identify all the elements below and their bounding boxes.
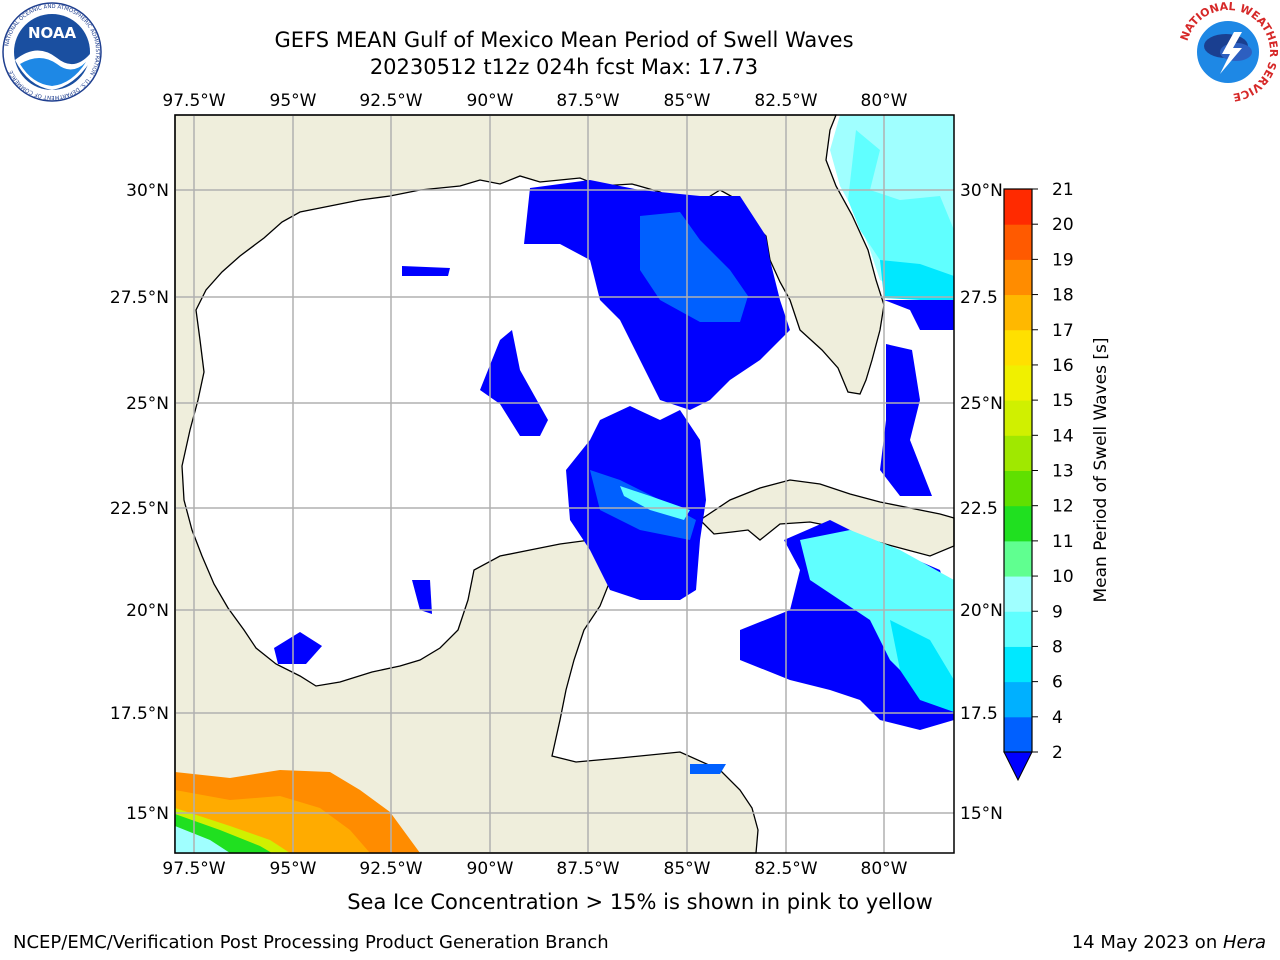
colorbar-segment <box>1004 470 1032 507</box>
lat-label: 25°N <box>126 394 169 414</box>
lon-label: 87.5°W <box>556 91 619 111</box>
colorbar-tick-label: 20 <box>1052 215 1074 235</box>
colorbar: 2 4 6 8 9 10 11 12 13 14 15 16 17 18 19 20 21 <box>1003 180 1074 782</box>
land-cuba <box>698 479 955 557</box>
colorbar-tick-label: 15 <box>1052 391 1074 411</box>
map-frame <box>174 114 955 854</box>
colorbar-tick-label: 6 <box>1052 673 1063 693</box>
sea-ice-note: Sea Ice Concentration > 15% is shown in … <box>347 890 933 914</box>
colorbar-tick-label: 13 <box>1052 462 1074 482</box>
lat-label: 17.5°N <box>110 704 169 724</box>
lon-label: 97.5°W <box>162 91 225 111</box>
footer-date: 14 May 2023 on Hera <box>1072 932 1266 953</box>
map-title: GEFS MEAN Gulf of Mexico Mean Period of … <box>274 28 854 52</box>
lon-label: 97.5°W <box>162 859 225 879</box>
colorbar-segment <box>1004 364 1032 401</box>
pacific-swell-field <box>175 770 420 853</box>
lon-label: 90°W <box>467 91 514 111</box>
colorbar-tick-label: 4 <box>1052 708 1063 728</box>
lat-labels-right: 30°N 27.5 25°N 22.5 20°N 17.5 15°N <box>960 181 1003 824</box>
map-subtitle: 20230512 t12z 024h fcst Max: 17.73 <box>369 55 759 79</box>
colorbar-segment <box>1004 259 1032 296</box>
lat-label: 22.5°N <box>110 499 169 519</box>
colorbar-tick-label: 18 <box>1052 286 1074 306</box>
colorbar-segment <box>1004 540 1032 577</box>
lon-label: 82.5°W <box>754 91 817 111</box>
colorbar-segment <box>1004 400 1032 436</box>
colorbar-label: Mean Period of Swell Waves [s] <box>1091 338 1111 603</box>
lat-label: 17.5 <box>960 704 998 724</box>
colorbar-segment <box>1004 505 1032 542</box>
lat-label: 25°N <box>960 394 1003 414</box>
colorbar-tick-label: 16 <box>1052 356 1074 376</box>
nws-logo: NATIONAL WEATHER SERVICE <box>1178 2 1278 102</box>
gulf-swell-field <box>274 180 954 774</box>
lon-label: 95°W <box>270 859 317 879</box>
lat-label: 15°N <box>126 804 169 824</box>
lon-label: 87.5°W <box>556 859 619 879</box>
lon-label: 90°W <box>467 859 514 879</box>
lat-label: 27.5°N <box>110 288 169 308</box>
colorbar-segment <box>1004 611 1032 647</box>
colorbar-tick-label: 14 <box>1052 426 1074 446</box>
colorbar-tick-label: 2 <box>1052 743 1063 763</box>
atlantic-swell-field <box>830 115 954 330</box>
lon-label: 95°W <box>270 91 317 111</box>
lon-label: 80°W <box>861 91 908 111</box>
colorbar-segment <box>1004 329 1032 366</box>
colorbar-segment <box>1004 435 1032 471</box>
colorbar-tick-label: 19 <box>1052 250 1074 270</box>
lon-labels-top: 97.5°W 95°W 92.5°W 90°W 87.5°W 85°W 82.5… <box>162 91 907 111</box>
footer-date-text: 14 May 2023 on <box>1071 932 1223 953</box>
lon-label: 82.5°W <box>754 859 817 879</box>
colorbar-tick-label: 11 <box>1052 532 1074 552</box>
noaa-logo-text: NOAA <box>28 24 77 42</box>
colorbar-tick-label: 12 <box>1052 497 1074 517</box>
footer-credit: NCEP/EMC/Verification Post Processing Pr… <box>13 932 609 953</box>
graticule <box>175 115 954 853</box>
colorbar-tick-label: 8 <box>1052 637 1063 657</box>
lon-label: 92.5°W <box>359 91 422 111</box>
noaa-logo: NOAA NATIONAL OCEANIC AND ATMOSPHERIC AD… <box>2 2 102 102</box>
colorbar-segment <box>1004 189 1032 225</box>
colorbar-segment <box>1004 716 1032 753</box>
colorbar-segment <box>1004 646 1032 683</box>
colorbar-segment <box>1004 576 1032 612</box>
colorbar-tick-label: 21 <box>1052 180 1074 200</box>
footer-machine: Hera <box>1222 932 1266 953</box>
colorbar-extend-triangle <box>1003 751 1033 782</box>
lon-label: 92.5°W <box>359 859 422 879</box>
lat-label: 20°N <box>126 601 169 621</box>
colorbar-tick-label: 9 <box>1052 602 1063 622</box>
lat-label: 30°N <box>960 181 1003 201</box>
lon-label: 80°W <box>861 859 908 879</box>
colorbar-tick-label: 10 <box>1052 567 1074 587</box>
colorbar-segment <box>1004 681 1032 718</box>
lon-labels-bottom: 97.5°W 95°W 92.5°W 90°W 87.5°W 85°W 82.5… <box>162 859 907 879</box>
lat-label: 20°N <box>960 601 1003 621</box>
lat-label: 22.5 <box>960 499 998 519</box>
colorbar-tick-label: 17 <box>1052 321 1074 341</box>
colorbar-segment <box>1004 224 1032 260</box>
lat-labels-left: 30°N 27.5°N 25°N 22.5°N 20°N 17.5°N 15°N <box>110 181 169 824</box>
colorbar-segment <box>1004 294 1032 331</box>
lon-label: 85°W <box>664 91 711 111</box>
lat-label: 30°N <box>126 181 169 201</box>
lat-label: 15°N <box>960 804 1003 824</box>
lat-label: 27.5 <box>960 288 998 308</box>
lon-label: 85°W <box>664 859 711 879</box>
